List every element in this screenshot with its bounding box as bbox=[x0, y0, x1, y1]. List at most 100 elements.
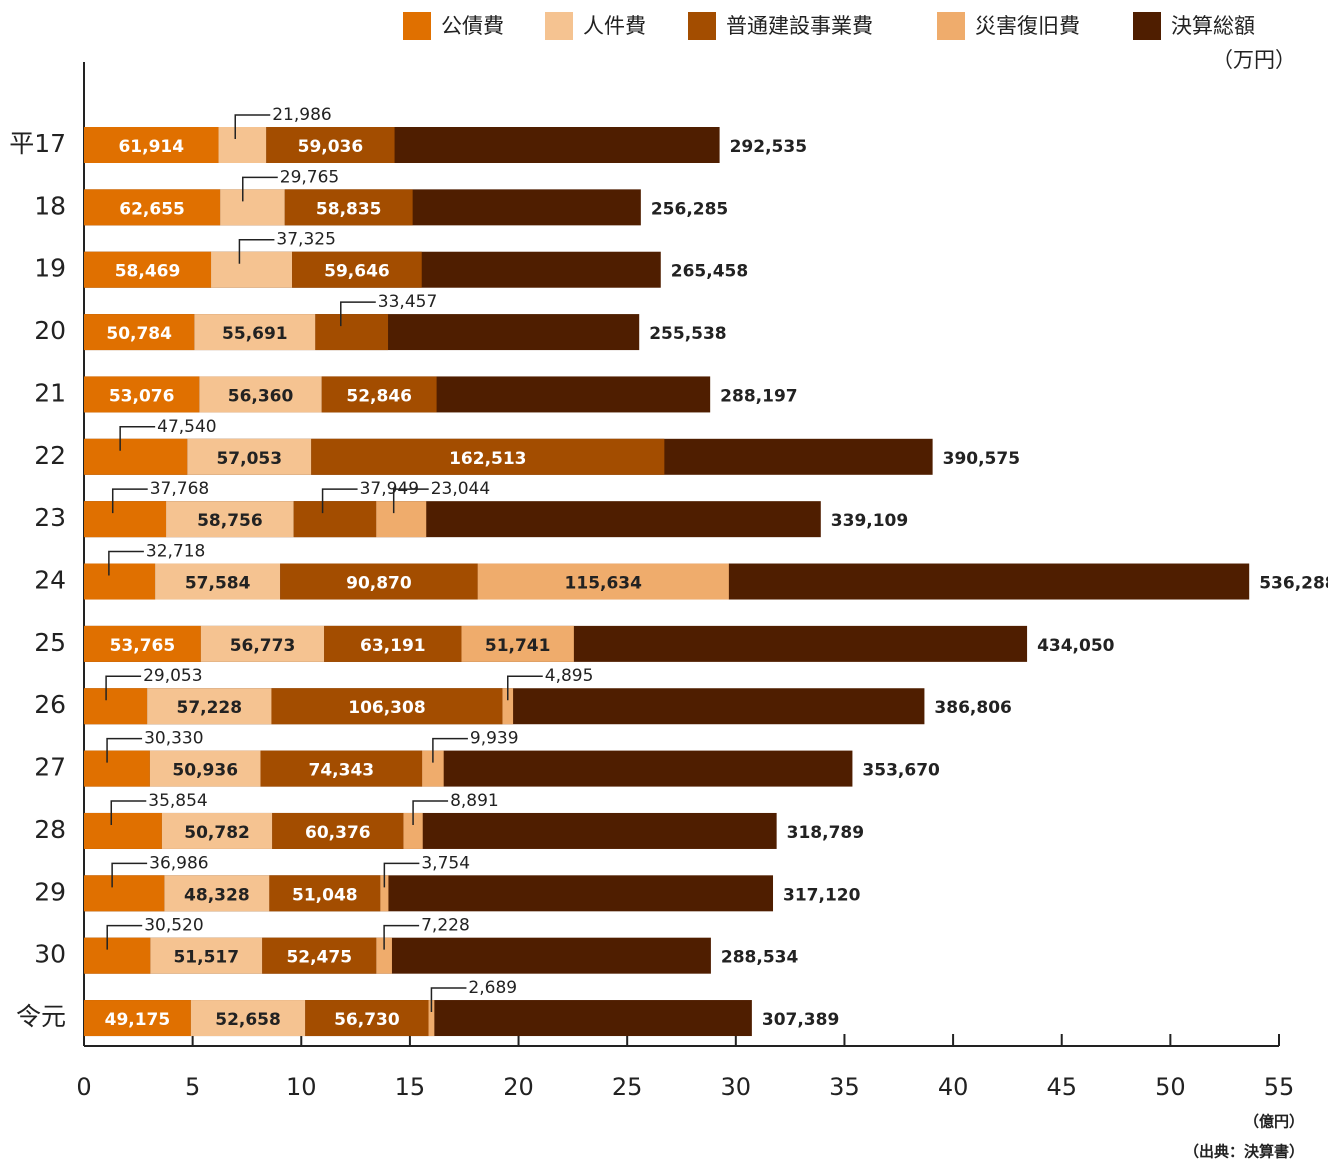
y-tick-label: 24 bbox=[34, 566, 66, 595]
bar-segment bbox=[376, 937, 392, 974]
value-label: 56,773 bbox=[230, 636, 296, 656]
value-label: 57,053 bbox=[216, 449, 282, 469]
value-label: 51,517 bbox=[173, 948, 239, 968]
bar-segment bbox=[84, 875, 165, 912]
legend-label: 普通建設事業費 bbox=[726, 14, 873, 38]
bar-segment bbox=[84, 127, 219, 163]
y-tick-label: 18 bbox=[34, 191, 66, 220]
bar-segment bbox=[164, 875, 270, 912]
legend-swatch bbox=[688, 12, 716, 40]
value-label: 50,782 bbox=[184, 823, 250, 843]
callout-line bbox=[110, 800, 147, 825]
y-tick-label: 20 bbox=[34, 316, 66, 345]
callout-line bbox=[507, 675, 543, 701]
bar-segment bbox=[190, 1000, 306, 1037]
bar-segment bbox=[84, 563, 156, 600]
x-tick-label: 20 bbox=[503, 1073, 534, 1101]
value-label: 37,768 bbox=[150, 479, 209, 499]
y-tick-label: 23 bbox=[34, 503, 66, 532]
x-tick-label: 5 bbox=[185, 1073, 200, 1101]
callout-line bbox=[432, 737, 468, 763]
value-label: 55,691 bbox=[222, 324, 288, 344]
total-label: 318,789 bbox=[787, 823, 864, 843]
y-tick-label: 22 bbox=[34, 441, 66, 470]
value-label: 33,457 bbox=[378, 292, 437, 312]
value-label: 21,986 bbox=[272, 105, 331, 125]
callout-line bbox=[111, 862, 148, 888]
bar-segment bbox=[269, 875, 381, 912]
bar-segment bbox=[324, 625, 462, 662]
bar-segment bbox=[311, 438, 665, 475]
legend-label: 決算総額 bbox=[1171, 14, 1255, 38]
callout-line bbox=[238, 238, 275, 264]
y-tick-label: 26 bbox=[34, 690, 66, 719]
value-label: 36,986 bbox=[149, 853, 208, 873]
x-tick-label: 45 bbox=[1046, 1073, 1077, 1101]
value-label: 58,469 bbox=[115, 262, 181, 282]
total-label: 434,050 bbox=[1037, 636, 1115, 656]
value-label: 58,835 bbox=[316, 199, 382, 219]
value-label: 74,343 bbox=[309, 761, 375, 781]
value-label: 53,076 bbox=[109, 386, 175, 406]
value-label: 56,360 bbox=[228, 386, 294, 406]
total-label: 292,535 bbox=[730, 137, 807, 157]
value-label: 51,741 bbox=[485, 636, 551, 656]
value-label: 2,689 bbox=[468, 978, 517, 998]
bar-segment bbox=[84, 251, 212, 288]
callout-line bbox=[383, 924, 420, 950]
bar-segment bbox=[272, 812, 404, 849]
total-label: 288,197 bbox=[720, 386, 797, 406]
bar-segment bbox=[84, 750, 150, 787]
y-tick-label: 27 bbox=[34, 753, 66, 782]
value-label: 115,634 bbox=[565, 574, 643, 594]
bar-segment bbox=[155, 563, 281, 600]
total-label: 288,534 bbox=[721, 948, 799, 968]
callout-line bbox=[111, 488, 148, 514]
callout-line bbox=[119, 426, 156, 451]
x-axis-label: （億円） bbox=[1244, 1113, 1304, 1131]
bar-segment bbox=[84, 501, 167, 538]
value-label: 52,475 bbox=[286, 948, 352, 968]
total-label: 339,109 bbox=[831, 511, 908, 531]
units-label: （万円） bbox=[1212, 48, 1296, 72]
bar-segment bbox=[266, 127, 395, 163]
source: （出典：決算書） bbox=[1184, 1143, 1304, 1161]
value-label: 57,584 bbox=[185, 574, 251, 594]
bar-segment bbox=[84, 688, 148, 725]
value-label: 90,870 bbox=[346, 574, 412, 594]
bar-segment bbox=[376, 501, 427, 538]
legend-swatch bbox=[937, 12, 965, 40]
bar-segment bbox=[150, 937, 263, 974]
bar-segment bbox=[84, 1000, 191, 1037]
x-tick-label: 15 bbox=[395, 1073, 426, 1101]
bar-segment bbox=[218, 127, 267, 163]
x-tick-label: 55 bbox=[1264, 1073, 1295, 1101]
bar-segment bbox=[262, 937, 377, 974]
value-label: 29,765 bbox=[280, 167, 339, 187]
callout-line bbox=[321, 488, 358, 514]
value-label: 57,228 bbox=[176, 698, 242, 718]
legend-label: 公債費 bbox=[441, 14, 504, 38]
bar-segment bbox=[502, 688, 514, 725]
value-label: 29,053 bbox=[143, 666, 202, 686]
bar-segment bbox=[84, 812, 162, 849]
value-label: 106,308 bbox=[348, 698, 425, 718]
y-tick-label: 令元 bbox=[16, 1002, 66, 1031]
bar-segment bbox=[84, 189, 221, 226]
legend-swatch bbox=[545, 12, 573, 40]
bar-segment bbox=[84, 937, 151, 974]
value-label: 35,854 bbox=[148, 791, 207, 811]
value-label: 30,330 bbox=[144, 729, 203, 749]
y-tick-label: 21 bbox=[34, 378, 66, 407]
y-tick-label: 28 bbox=[34, 815, 66, 844]
callout-line bbox=[340, 301, 376, 327]
bar-segment bbox=[84, 625, 201, 662]
y-tick-label: 25 bbox=[34, 628, 66, 657]
bar-segment bbox=[200, 625, 325, 662]
total-label: 317,120 bbox=[783, 885, 861, 905]
legend-label: 人件費 bbox=[583, 14, 646, 38]
bar-segment bbox=[220, 189, 285, 226]
value-label: 51,048 bbox=[292, 885, 358, 905]
callout-line bbox=[105, 675, 142, 701]
callout-line bbox=[412, 800, 449, 825]
